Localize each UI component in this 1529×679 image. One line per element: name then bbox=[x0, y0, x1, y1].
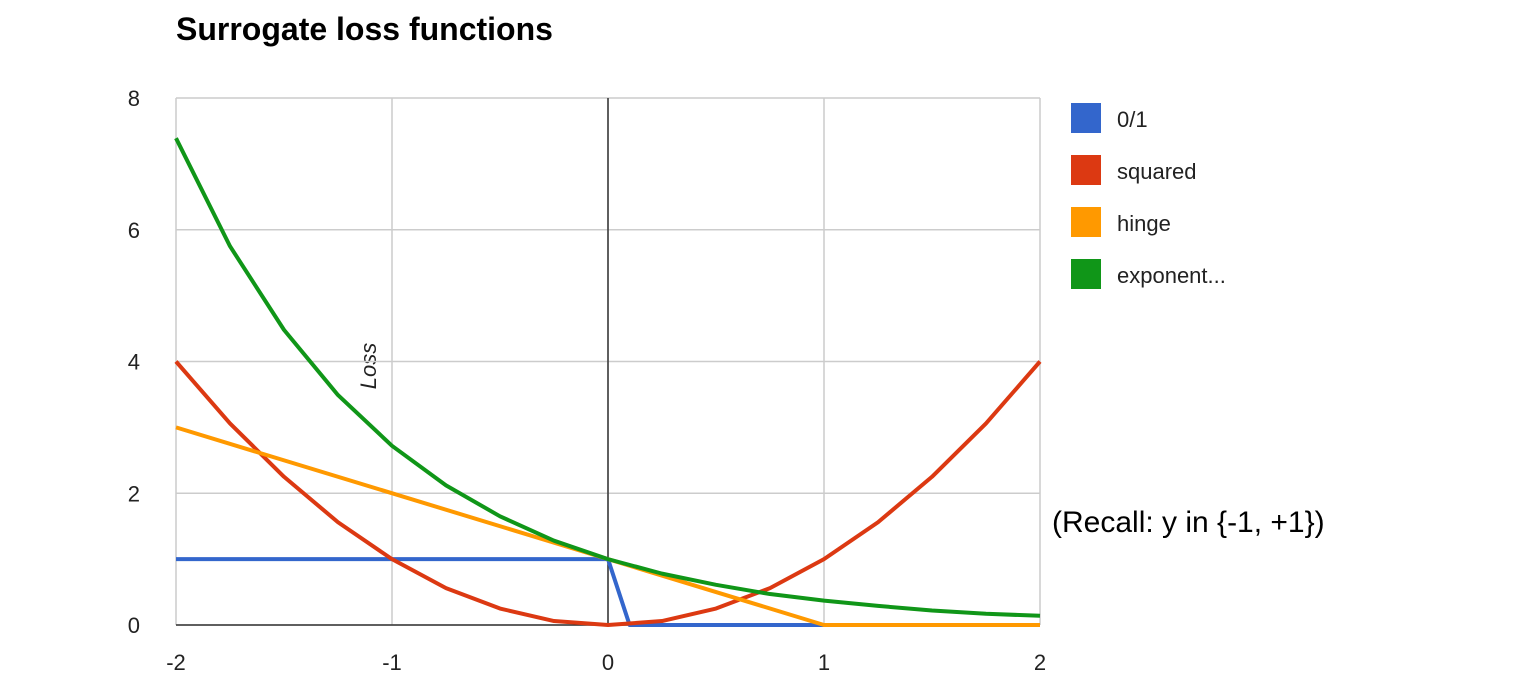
x-tick-label: 2 bbox=[1034, 650, 1046, 674]
legend-label: squared bbox=[1117, 159, 1197, 184]
x-tick-label: -1 bbox=[382, 650, 402, 674]
tick-labels: 0 2 4 6 8 -2 -1 0 1 2 bbox=[128, 86, 1046, 675]
legend-label: 0/1 bbox=[1117, 107, 1148, 132]
y-axis-label: Loss bbox=[356, 343, 381, 389]
chart-title: Surrogate loss functions bbox=[176, 11, 553, 47]
y-tick-label: 0 bbox=[128, 613, 140, 638]
y-tick-label: 2 bbox=[128, 481, 140, 506]
series-line-2 bbox=[174, 360, 1042, 627]
legend-label: exponent... bbox=[1117, 263, 1226, 288]
series-line-3 bbox=[175, 425, 1040, 627]
y-tick-label: 4 bbox=[128, 350, 140, 375]
recall-note: (Recall: y in {-1, +1}) bbox=[1052, 506, 1325, 539]
x-tick-label: 0 bbox=[602, 650, 614, 674]
x-tick-label: 1 bbox=[818, 650, 830, 674]
legend-label: hinge bbox=[1117, 211, 1171, 236]
legend-swatch bbox=[1071, 259, 1101, 289]
x-tick-label: -2 bbox=[166, 650, 186, 674]
y-tick-label: 8 bbox=[128, 86, 140, 111]
legend-swatch bbox=[1071, 207, 1101, 237]
series-lines bbox=[174, 137, 1042, 627]
grid bbox=[175, 97, 1041, 626]
legend: 0/1 squared hinge exponent... bbox=[1071, 103, 1226, 289]
y-tick-label: 6 bbox=[128, 218, 140, 243]
series-line-4 bbox=[174, 137, 1041, 618]
legend-swatch bbox=[1071, 103, 1101, 133]
legend-swatch bbox=[1071, 155, 1101, 185]
